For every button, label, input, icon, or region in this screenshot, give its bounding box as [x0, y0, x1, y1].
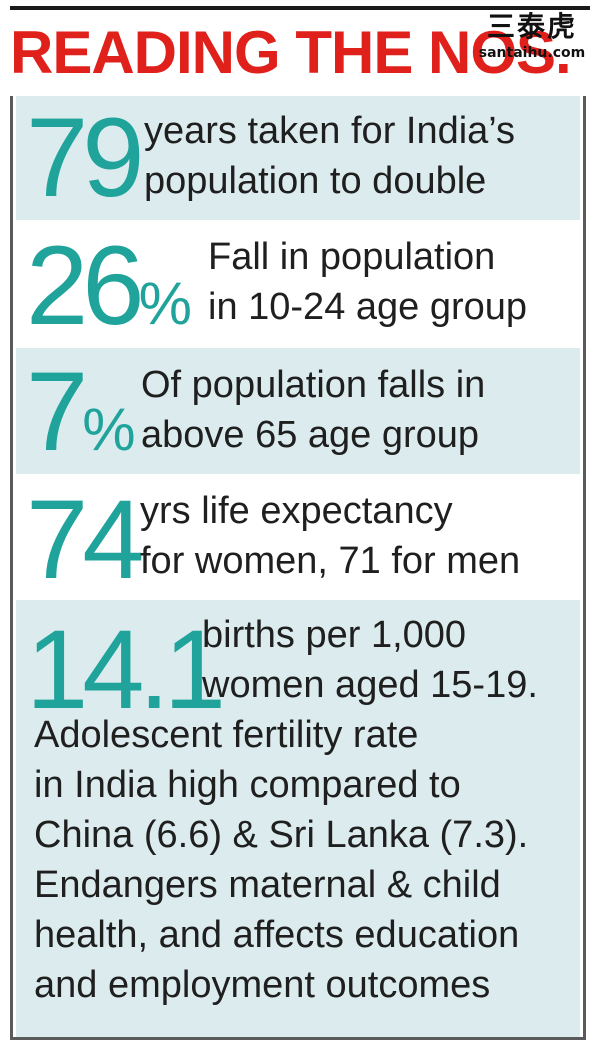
headline-text: READING THE NOS.	[10, 19, 570, 86]
stat-row-fall-10-24: 26% Fall in population in 10-24 age grou…	[16, 220, 580, 348]
stat-extra-paragraph: Adolescent fertility rate in India high …	[34, 714, 529, 1006]
percent-sign: %	[82, 396, 136, 463]
stat-desc-line2: population to double	[144, 160, 487, 202]
stats-panel: 79 years taken for India’s population to…	[10, 96, 586, 1040]
percent-sign: %	[138, 270, 192, 337]
stat-desc-line2: in 10-24 age group	[208, 286, 528, 328]
stat-row-years-to-double: 79 years taken for India’s population to…	[16, 96, 580, 220]
watermark-chinese: 三泰虎	[486, 10, 577, 43]
stat-desc-line1: years taken for India’s	[144, 110, 516, 152]
stat-row-life-expectancy: 74 yrs life expectancy for women, 71 for…	[16, 474, 580, 600]
stat-number: 79	[26, 95, 145, 220]
stat-number: 14.1	[26, 607, 226, 732]
stat-desc-line1: Of population falls in	[141, 364, 486, 406]
stat-desc-line2: for women, 71 for men	[140, 540, 521, 582]
watermark: 三泰虎 santaihu.com	[472, 10, 592, 72]
stat-row-adolescent-births: 14.1 births per 1,000 women aged 15-19. …	[16, 600, 580, 1037]
stat-desc-line1: births per 1,000	[202, 614, 467, 656]
stat-number: 74	[26, 477, 145, 602]
stat-number: 26%	[26, 223, 192, 348]
stat-desc-line1: Fall in population	[208, 236, 496, 278]
headline: READING THE NOS.	[10, 14, 570, 92]
watermark-url: santaihu.com	[478, 45, 586, 61]
top-rule	[10, 6, 590, 10]
stat-number: 7%	[26, 349, 136, 474]
stat-desc-line1: yrs life expectancy	[140, 490, 453, 532]
stat-desc-line2: above 65 age group	[141, 414, 480, 456]
stat-row-above-65: 7% Of population falls in above 65 age g…	[16, 348, 580, 474]
stat-desc-line2: women aged 15-19.	[202, 664, 538, 706]
